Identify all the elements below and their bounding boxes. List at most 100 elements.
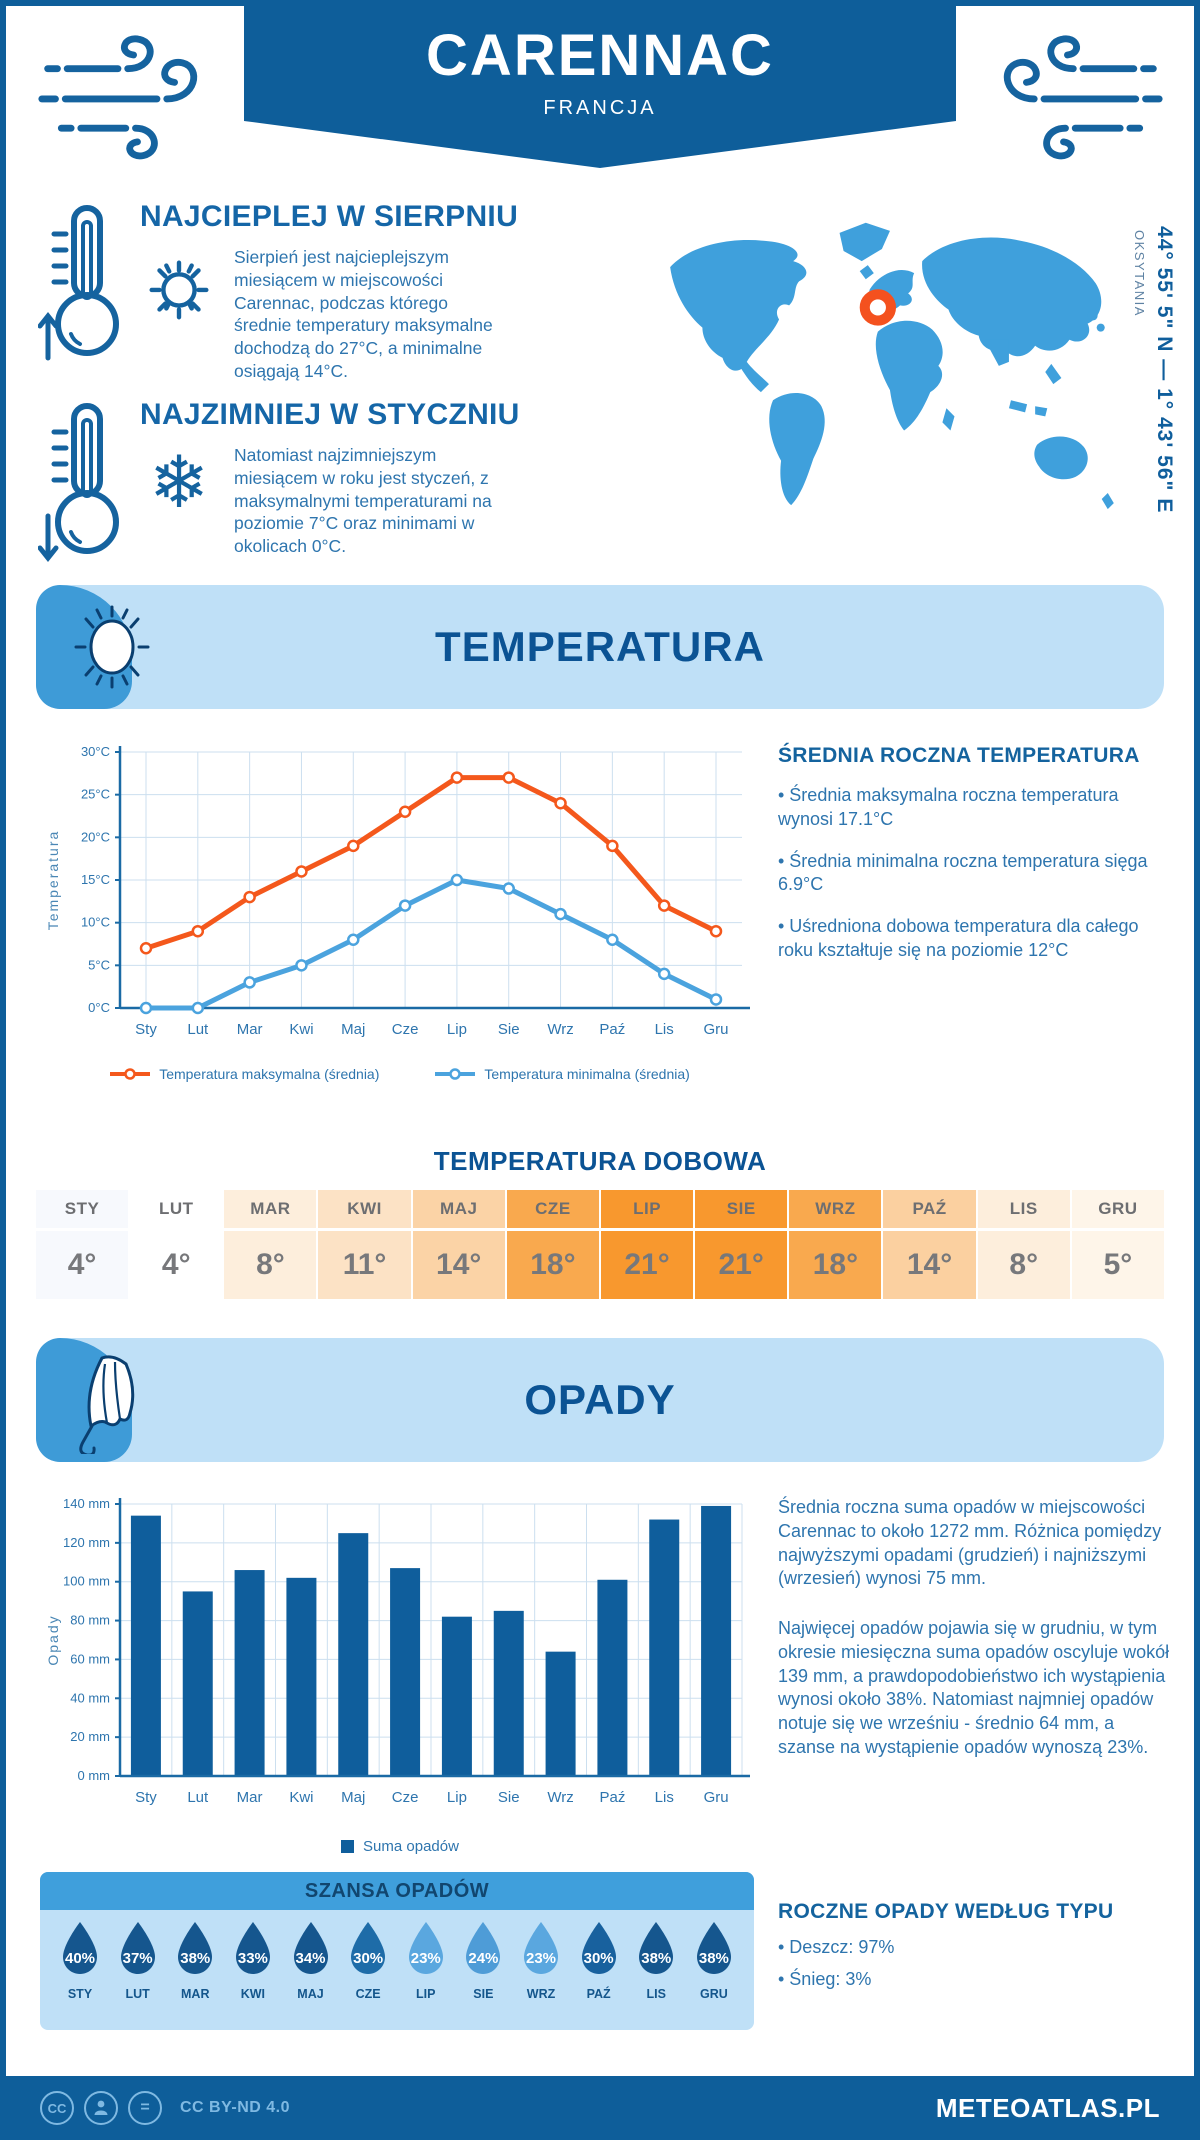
warmest-section: NAJCIEPLEJ W SIERPNIU Sierpień jest najc… <box>38 200 648 383</box>
daily-temp-value: 14° <box>412 1231 505 1299</box>
daily-temp-value: 4° <box>130 1231 223 1299</box>
daily-temp-column-CZE: CZE 18° <box>506 1190 599 1299</box>
temperature-bullet: • Średnia minimalna roczna temperatura s… <box>778 850 1148 895</box>
raindrop-icon <box>63 1922 97 1974</box>
legend-square <box>341 1840 355 1853</box>
bar-Lis <box>649 1519 680 1776</box>
daily-temp-value: 8° <box>977 1231 1070 1299</box>
precipitation-type-heading: ROCZNE OPADY WEDŁUG TYPU <box>778 1900 1114 1923</box>
coordinates-label: 44° 55' 5" N — 1° 43' 56" E <box>1153 226 1176 514</box>
temperature-banner: TEMPERATURA <box>36 585 1164 709</box>
raindrop-icon <box>639 1922 674 1974</box>
daily-temp-month: KWI <box>318 1190 411 1228</box>
svg-text:Lis: Lis <box>655 1021 674 1038</box>
raindrop-WRZ: 23% WRZ <box>515 1920 567 2001</box>
bar-Paź <box>597 1579 628 1776</box>
legend-item: Suma opadów <box>341 1838 459 1855</box>
raindrop-month: PAŹ <box>586 1987 611 2001</box>
line-chart-legend: Temperatura maksymalna (średnia) Temperat… <box>60 1066 740 1082</box>
daily-temp-column-MAR: MAR 8° <box>224 1190 317 1299</box>
umbrella-icon <box>79 1355 135 1454</box>
daily-temp-value: 18° <box>506 1231 599 1299</box>
legend-item: Temperatura maksymalna (średnia) <box>110 1066 379 1082</box>
svg-text:Lip: Lip <box>447 1789 467 1806</box>
daily-temp-value: 21° <box>695 1231 788 1299</box>
thermometer-down-icon <box>38 403 119 562</box>
daily-temp-month: LIP <box>600 1190 694 1228</box>
daily-temp-value: 21° <box>600 1231 694 1299</box>
svg-text:15°C: 15°C <box>81 872 110 887</box>
daily-temp-column-KWI: KWI 11° <box>318 1190 411 1299</box>
svg-text:Wrz: Wrz <box>547 1021 573 1038</box>
sun-banner-icon <box>74 605 150 689</box>
svg-text:Sty: Sty <box>135 1021 157 1038</box>
bar-chart-legend: Suma opadów <box>60 1838 740 1855</box>
svg-text:Kwi: Kwi <box>289 1021 313 1038</box>
raindrop-month: GRU <box>699 1987 728 2001</box>
warmest-text: Sierpień jest najcieplejszym miesiącem w… <box>234 247 493 381</box>
raindrop-icon <box>293 1922 328 1974</box>
raindrop-percent: 23% <box>525 1950 557 1967</box>
raindrop-icon <box>524 1922 558 1974</box>
precipitation-type-block: ROCZNE OPADY WEDŁUG TYPU • Deszcz: 97% •… <box>778 1900 1170 2010</box>
raindrop-LUT: 37% LUT <box>112 1920 164 2001</box>
temperature-summary-heading: ŚREDNIA ROCZNA TEMPERATURA <box>778 744 1140 767</box>
coldest-section: NAJZIMNIEJ W STYCZNIU ❄ Natomiast najzim… <box>38 398 648 562</box>
daily-temp-month: STY <box>36 1190 129 1228</box>
daily-temp-column-SIE: SIE 21° <box>695 1190 788 1299</box>
daily-temp-value: 4° <box>36 1231 129 1299</box>
raindrop-KWI: 33% KWI <box>227 1920 279 2001</box>
daily-temp-month: WRZ <box>789 1190 882 1228</box>
svg-text:Paź: Paź <box>599 1789 625 1806</box>
daily-temp-value: 11° <box>318 1231 411 1299</box>
sun-icon <box>149 260 209 320</box>
bar-Lip <box>441 1616 472 1776</box>
raindrop-row: 40% STY 37% LUT 38% MAR 33% KWI 34% MAJ 30% CZE 23% L… <box>40 1910 754 2001</box>
thermometer-up-icon <box>38 205 119 361</box>
header-banner: CARENNAC FRANCJA <box>244 0 956 168</box>
temperature-summary: ŚREDNIA ROCZNA TEMPERATURA • Średnia mak… <box>778 744 1170 981</box>
svg-text:Opady: Opady <box>45 1614 61 1665</box>
country-subtitle: FRANCJA <box>543 97 657 119</box>
svg-text:10°C: 10°C <box>81 915 110 930</box>
temperature-bullet: • Uśredniona dobowa temperatura dla całe… <box>778 916 1139 960</box>
raindrop-month: STY <box>67 1987 93 2001</box>
raindrop-STY: 40% STY <box>54 1920 106 2001</box>
svg-text:80 mm: 80 mm <box>70 1613 110 1628</box>
daily-temperature-table: STY 4° LUT 4° MAR 8° KWI 11° MAJ 14° CZE 18° LIP 21° S… <box>36 1190 1164 1299</box>
daily-temp-month: GRU <box>1071 1190 1164 1228</box>
region-label: OKSYTANIA <box>1132 230 1147 317</box>
raindrop-icon <box>466 1922 501 1974</box>
temperature-bullet: • Średnia maksymalna roczna temperatura … <box>778 785 1119 829</box>
line-series-1 <box>143 877 719 1011</box>
svg-text:Kwi: Kwi <box>289 1789 313 1806</box>
daily-temp-value: 14° <box>883 1231 976 1299</box>
brand-logo: METEOATLAS.PL <box>935 2092 1160 2123</box>
raindrop-month: SIE <box>473 1987 494 2001</box>
svg-text:0°C: 0°C <box>88 1000 110 1015</box>
precipitation-summary: Średnia roczna suma opadów w miejscowośc… <box>778 1496 1170 1778</box>
world-map <box>670 222 1114 510</box>
page-title: CARENNAC <box>426 23 774 88</box>
daily-temp-value: 8° <box>224 1231 317 1299</box>
snowflake-icon: ❄ <box>148 443 210 523</box>
svg-text:Lis: Lis <box>655 1789 674 1806</box>
raindrop-percent: 40% <box>64 1950 96 1967</box>
raindrop-month: WRZ <box>526 1987 556 2001</box>
raindrop-icon <box>581 1922 616 1974</box>
svg-text:Mar: Mar <box>237 1789 263 1806</box>
warmest-body: NAJCIEPLEJ W SIERPNIU Sierpień jest najc… <box>140 200 518 383</box>
precipitation-type-bullet: • Deszcz: 97% <box>778 1937 895 1957</box>
daily-temp-month: LUT <box>130 1190 223 1228</box>
svg-text:Gru: Gru <box>703 1021 728 1038</box>
location-marker <box>859 289 897 326</box>
legend-item: Temperatura minimalna (średnia) <box>435 1066 690 1082</box>
daily-temp-column-LIP: LIP 21° <box>600 1190 694 1299</box>
bar-Cze <box>390 1568 421 1776</box>
raindrop-month: MAR <box>181 1987 210 2001</box>
daily-temp-value: 18° <box>789 1231 882 1299</box>
daily-temp-value: 5° <box>1071 1231 1164 1299</box>
precipitation-banner: OPADY <box>36 1338 1164 1462</box>
svg-text:Lut: Lut <box>187 1789 209 1806</box>
svg-text:Temperatura: Temperatura <box>45 830 61 931</box>
